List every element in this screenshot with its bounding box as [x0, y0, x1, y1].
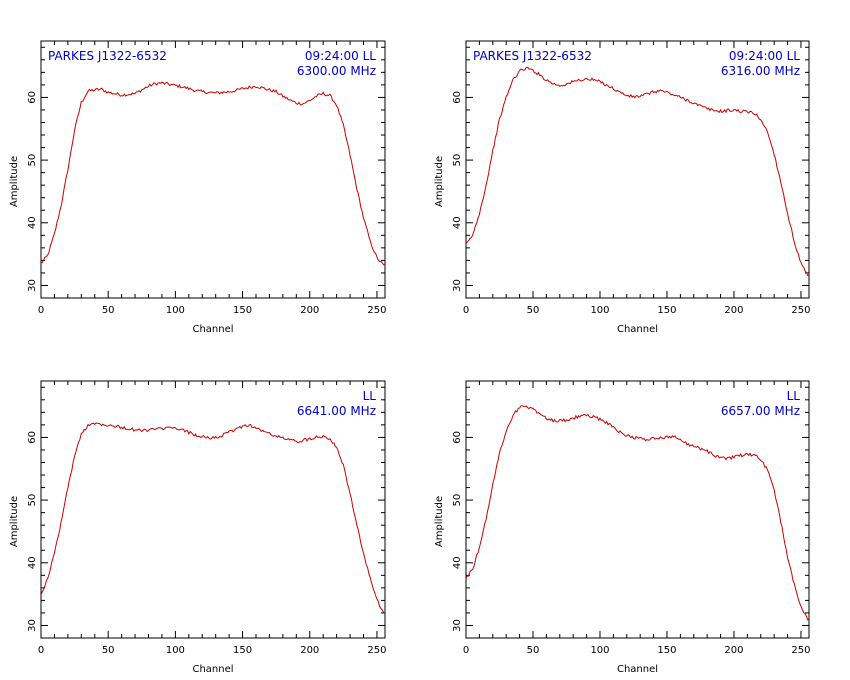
x-tick-label: 0	[38, 645, 44, 656]
frequency-label: 6657.00 MHz	[721, 404, 800, 418]
y-tick-label: 60	[452, 431, 463, 444]
source-label: PARKES J1322-6532	[48, 49, 167, 63]
x-tick-label: 0	[463, 305, 469, 316]
y-tick-label: 30	[27, 619, 38, 632]
x-tick-label: 150	[233, 645, 252, 656]
spectrum-panel-3: 0 50 100 150 200 250 30 40 50 60 Channel Amplitude L…	[9, 380, 386, 675]
y-tick-label: 40	[452, 216, 463, 229]
x-axis-title: Channel	[617, 324, 658, 335]
x-tick-label: 200	[300, 645, 319, 656]
x-tick-label: 50	[527, 645, 540, 656]
plot-frame	[40, 380, 386, 639]
x-axis-title: Channel	[192, 664, 233, 675]
spectrum-trace	[465, 405, 810, 621]
plot-frame	[465, 380, 810, 639]
x-tick-label: 250	[367, 305, 386, 316]
y-tick-label: 30	[452, 279, 463, 292]
x-tick-label: 250	[367, 645, 386, 656]
spectrum-trace	[40, 81, 386, 266]
plot-frame	[40, 40, 386, 299]
x-tick-label: 100	[166, 645, 185, 656]
spectrum-panel-1: 0 50 100 150 200 250 30 40 50 60 Channel Amplitude P…	[9, 40, 386, 335]
y-tick-label: 60	[452, 91, 463, 104]
plot-frame	[465, 40, 810, 299]
y-tick-label: 40	[452, 556, 463, 569]
frequency-label: 6641.00 MHz	[297, 404, 376, 418]
y-axis-title: Amplitude	[434, 496, 445, 547]
x-tick-label: 250	[791, 305, 810, 316]
spectrum-panel-4: 0 50 100 150 200 250 30 40 50 60 Channel Amplitude L…	[434, 380, 811, 675]
y-tick-label: 40	[27, 556, 38, 569]
time-pol-label: LL	[787, 389, 801, 403]
y-tick-label: 60	[27, 431, 38, 444]
frequency-label: 6316.00 MHz	[721, 64, 800, 78]
x-tick-label: 150	[657, 305, 676, 316]
y-axis-title: Amplitude	[434, 156, 445, 207]
frequency-label: 6300.00 MHz	[297, 64, 376, 78]
time-pol-label: LL	[363, 389, 377, 403]
x-axis-title: Channel	[192, 324, 233, 335]
x-tick-label: 50	[102, 305, 115, 316]
source-label: PARKES J1322-6532	[473, 49, 592, 63]
x-tick-label: 200	[300, 305, 319, 316]
spectrum-trace	[465, 66, 810, 277]
x-axis-title: Channel	[617, 664, 658, 675]
x-tick-label: 250	[791, 645, 810, 656]
y-axis-title: Amplitude	[9, 156, 20, 207]
x-tick-label: 200	[724, 645, 743, 656]
spectrum-panel-2: 0 50 100 150 200 250 30 40 50 60 Channel Amplitude P…	[434, 40, 811, 335]
y-tick-label: 50	[27, 494, 38, 507]
x-tick-label: 150	[657, 645, 676, 656]
y-tick-label: 50	[452, 494, 463, 507]
time-pol-label: 09:24:00 LL	[305, 49, 376, 63]
x-tick-label: 100	[590, 305, 609, 316]
x-tick-label: 150	[233, 305, 252, 316]
x-tick-label: 0	[463, 645, 469, 656]
x-tick-label: 200	[724, 305, 743, 316]
y-axis-title: Amplitude	[9, 496, 20, 547]
x-tick-label: 50	[527, 305, 540, 316]
x-tick-label: 100	[166, 305, 185, 316]
y-tick-label: 30	[452, 619, 463, 632]
y-tick-label: 40	[27, 216, 38, 229]
y-tick-label: 60	[27, 91, 38, 104]
x-tick-label: 0	[38, 305, 44, 316]
y-tick-label: 50	[27, 154, 38, 167]
x-tick-label: 100	[590, 645, 609, 656]
spectrum-trace	[40, 422, 386, 615]
y-tick-label: 50	[452, 154, 463, 167]
time-pol-label: 09:24:00 LL	[729, 49, 800, 63]
x-tick-label: 50	[102, 645, 115, 656]
y-tick-label: 30	[27, 279, 38, 292]
